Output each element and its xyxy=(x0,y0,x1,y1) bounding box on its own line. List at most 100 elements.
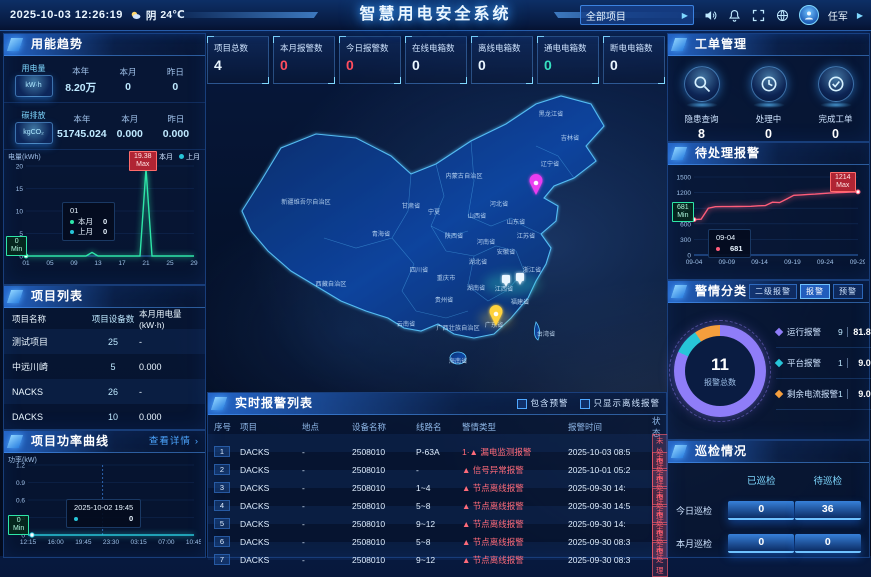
stats-row: 项目总数 4 本月报警数 0 今日报警数 0 在线电箱数 0 离线电箱数 0 通电电箱数 0 断电电箱数… xyxy=(207,36,665,84)
statbox: 项目总数 4 xyxy=(207,36,269,84)
alarm-type: ▲ 节点离线报警 xyxy=(462,500,524,511)
svg-text:台湾省: 台湾省 xyxy=(537,330,556,338)
alarm-row[interactable]: 5 DACKS -2508010 9~12 ▲ 节点离线报警 2025-09-30 14:… xyxy=(208,506,668,541)
panel-alarm-list: 实时报警列表 包含预警 只显示离线报警 序号 项目 地点 设备名称 线路名 警情类型 报警时… xyxy=(207,392,668,577)
svg-text:重庆市: 重庆市 xyxy=(437,274,456,282)
energy-col-label: 本年 xyxy=(72,65,90,76)
user-menu-chevron-icon[interactable]: ▶ xyxy=(856,10,863,20)
svg-text:福建省: 福建省 xyxy=(511,298,530,306)
alarm-row[interactable]: 4 DACKS -2508010 5~8 ▲ 节点离线报警 2025-09-30 14:5… xyxy=(208,488,668,523)
energy-chart[interactable]: 0 5 10 15 20 01 05 09 13 17 21 25 29 电量(kWh) 本月 上月 19.38… xyxy=(4,150,205,284)
svg-text:12:15: 12:15 xyxy=(20,539,37,546)
svg-text:安徽省: 安徽省 xyxy=(497,248,516,256)
svg-text:新疆维吾尔自治区: 新疆维吾尔自治区 xyxy=(281,198,331,206)
status-badge[interactable]: 未处理 xyxy=(652,434,668,469)
stat-value: 0 xyxy=(610,57,618,73)
view-details-chevron-icon[interactable]: › xyxy=(194,436,199,447)
svg-text:07:00: 07:00 xyxy=(158,539,175,546)
volume-icon[interactable] xyxy=(703,8,718,23)
energy-row: 碳排放 kgCO₂ 本年 51745.024 本月 0.000 昨日 0.000 xyxy=(4,103,205,150)
svg-text:四川省: 四川省 xyxy=(410,266,429,274)
svg-text:15: 15 xyxy=(16,186,24,193)
alarm-donut-wrap: 11 报警总数 xyxy=(669,320,771,422)
svg-text:甘肃省: 甘肃省 xyxy=(402,202,421,210)
project-row[interactable]: DACKS 10 0.000 xyxy=(12,411,162,422)
work-order-value: 8 xyxy=(698,127,705,141)
clock-icon xyxy=(750,66,787,108)
svg-text:内蒙古自治区: 内蒙古自治区 xyxy=(445,172,482,180)
include-warning-checkbox[interactable]: 包含预警 xyxy=(517,393,568,414)
project-select[interactable]: 全部项目 ▶ xyxy=(579,5,694,25)
svg-text:10: 10 xyxy=(16,209,24,216)
china-map[interactable]: 新疆维吾尔自治区 西藏自治区 青海省 甘肃省 内蒙古自治区 黑龙江省 吉林省 辽宁省 河北省 山西… xyxy=(206,86,666,392)
username[interactable]: 任军 xyxy=(827,11,848,23)
energy-col-value: 0.000 xyxy=(162,128,190,140)
alarm-row[interactable]: 3 DACKS -2508010 1~4 ▲ 节点离线报警 2025-09-30 14: 未… xyxy=(208,470,668,505)
alarm-table: 序号 项目 地点 设备名称 线路名 警情类型 报警时间 状态 1 DACKS -2508010 P-6… xyxy=(208,415,668,577)
inspection-value: 0 xyxy=(728,501,795,520)
inspection-grid: 已巡检 待巡检 今日巡检 0 36 本月巡检 0 0 xyxy=(668,463,869,553)
statbox: 离线电箱数 0 xyxy=(471,36,533,84)
svg-text:湖北省: 湖北省 xyxy=(469,258,488,266)
panel-inspect-title: 巡检情况 xyxy=(668,441,869,463)
stat-value: 0 xyxy=(280,57,288,73)
project-row[interactable]: 测试项目 25- xyxy=(4,329,205,354)
svg-text:1500: 1500 xyxy=(677,175,692,182)
work-order-item[interactable]: 处理中 0 xyxy=(750,66,787,141)
statbox: 断电电箱数 0 xyxy=(603,36,665,84)
alarm-type: ▲ 节点离线报警 xyxy=(462,482,524,493)
fullscreen-icon[interactable] xyxy=(751,8,766,23)
globe-icon[interactable] xyxy=(775,8,790,23)
alarm-row[interactable]: 2 DACKS -2508010- ▲ 信号异常报警 2025-10-01 05:2 未处… xyxy=(208,452,668,487)
energy-rows: 用电量 kW·h 本年 8.20万 本月 0 昨日 0 碳排放 kgCO₂ 本年 51745.024 本… xyxy=(4,56,205,150)
statbox: 本月报警数 0 xyxy=(273,36,335,84)
svg-text:江西省: 江西省 xyxy=(495,285,514,293)
svg-text:浙江省: 浙江省 xyxy=(523,266,542,274)
status-badge[interactable]: 未处理 xyxy=(652,542,668,577)
energy-col-label: 本月 xyxy=(119,67,137,77)
svg-text:0: 0 xyxy=(687,253,691,260)
alarm-row[interactable]: 6 DACKS -2508010 5~8 ▲ 节点离线报警 2025-09-30 08:3… xyxy=(208,524,668,559)
weather-icon xyxy=(131,11,141,19)
svg-text:江苏省: 江苏省 xyxy=(517,232,536,240)
checkbox-icon xyxy=(580,398,591,409)
svg-text:5: 5 xyxy=(19,231,23,238)
bell-icon[interactable] xyxy=(727,8,742,23)
alarm-row[interactable]: 1 DACKS -2508010 P-63A 1·▲ 漏电监测报警 2025-10-03 … xyxy=(208,434,668,469)
status-badge[interactable]: 未处理 xyxy=(652,506,668,541)
avatar[interactable] xyxy=(798,5,819,25)
svg-text:600: 600 xyxy=(680,221,691,228)
svg-text:1.2: 1.2 xyxy=(16,463,25,470)
stat-label: 断电电箱数 xyxy=(610,43,653,53)
panel-pending-title: 待处理报警 xyxy=(668,143,869,165)
classification-tab[interactable]: 预警 xyxy=(833,284,863,299)
power-chart-ylabel: 功率(kW) xyxy=(8,457,37,464)
svg-text:西藏自治区: 西藏自治区 xyxy=(316,280,347,288)
alarm-table-header: 序号 项目 地点 设备名称 线路名 警情类型 报警时间 状态 xyxy=(214,416,661,438)
alarm-time: 2025-09-30 14: xyxy=(568,482,626,493)
alarm-time: 2025-09-30 14: xyxy=(568,518,626,529)
view-details-link[interactable]: 查看详情 xyxy=(148,436,191,447)
project-row[interactable]: 中远川崎 5 0.000 xyxy=(12,361,162,373)
stat-label: 通电电箱数 xyxy=(544,43,587,53)
offline-only-checkbox[interactable]: 只显示离线报警 xyxy=(580,393,660,414)
classification-tab[interactable]: 二级报警 xyxy=(749,284,797,299)
project-row[interactable]: NACKS 26- xyxy=(4,379,205,404)
classification-tab[interactable]: 报警 xyxy=(800,284,830,299)
power-chart[interactable]: 00.30.60.91.212:1516:0019:4523:3003:1507… xyxy=(4,453,205,556)
datetime: 2025-10-03 12:26:19 xyxy=(10,9,123,21)
project-select-value: 全部项目 xyxy=(585,11,626,23)
energy-col-label: 本年 xyxy=(73,114,91,124)
svg-text:0: 0 xyxy=(19,254,23,261)
status-badge[interactable]: 未处理 xyxy=(652,470,668,505)
energy-col-label: 昨日 xyxy=(167,114,185,124)
pending-alarm-chart[interactable]: 03006009001200150009-0409-0909-1409-1909… xyxy=(668,165,869,277)
checkbox-icon xyxy=(517,398,528,409)
chevron-right-icon: ▶ xyxy=(681,10,688,20)
work-order-item[interactable]: 完成工单 0 xyxy=(817,66,854,141)
svg-text:17: 17 xyxy=(118,260,126,267)
inspection-col-todo: 待巡检 xyxy=(813,476,842,487)
work-order-item[interactable]: 隐患查询 8 xyxy=(683,66,720,141)
top-bar: 2025-10-03 12:26:19 阴 24℃ 智慧用电安全系统 全部项目 … xyxy=(0,0,871,31)
energy-col-label: 本月 xyxy=(121,114,139,124)
